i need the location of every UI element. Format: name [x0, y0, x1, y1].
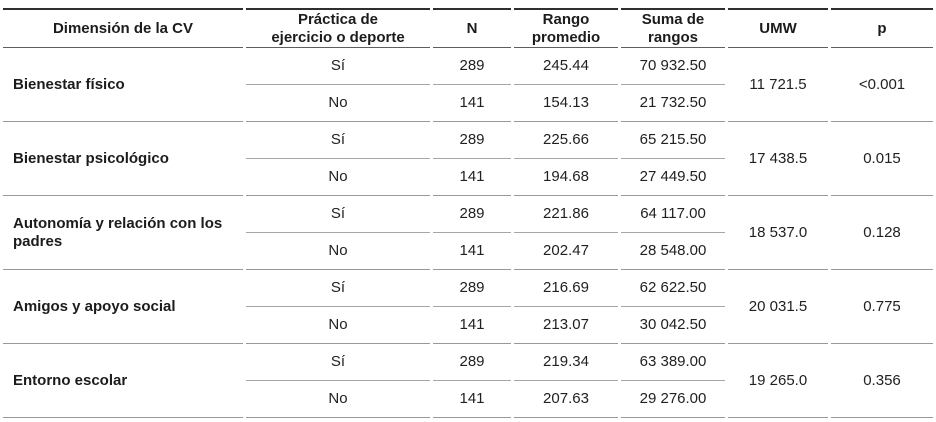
cell-n: 141: [433, 233, 511, 270]
col-header-mean-rank: Rango promedio: [514, 8, 618, 48]
cell-n: 289: [433, 122, 511, 159]
table-row: Entorno escolar Sí 289 219.34 63 389.00 …: [3, 344, 933, 418]
cell-sum-ranks: 30 042.50: [621, 307, 725, 344]
cell-sum-ranks: 64 117.00: [621, 196, 725, 233]
cell-practice: Sí: [246, 196, 430, 233]
cell-practice: No: [246, 85, 430, 122]
table-row: No 141 194.68 27 449.50: [3, 159, 933, 196]
cell-n: 141: [433, 381, 511, 418]
cell-p: 0.775: [831, 270, 933, 344]
cell-p: 0.015: [831, 122, 933, 196]
cell-practice: Sí: [246, 344, 430, 381]
cell-p: <0.001: [831, 48, 933, 122]
cell-sum-ranks: 29 276.00: [621, 381, 725, 418]
cell-n: 289: [433, 270, 511, 307]
cell-sum-ranks: 21 732.50: [621, 85, 725, 122]
cell-mean-rank: 154.13: [514, 85, 618, 122]
cell-mean-rank: 225.66: [514, 122, 618, 159]
table-row: No 141 213.07 30 042.50: [3, 307, 933, 344]
cell-practice: No: [246, 381, 430, 418]
cell-mean-rank: 219.34: [514, 344, 618, 381]
cell-practice: No: [246, 233, 430, 270]
table-row: Amigos y apoyo social Sí 289 216.69 62 6…: [3, 270, 933, 344]
cell-practice: No: [246, 159, 430, 196]
cell-sum-ranks: 62 622.50: [621, 270, 725, 307]
cell-mean-rank: 216.69: [514, 270, 618, 307]
table-row: Autonomía y relación con los padres Sí 2…: [3, 196, 933, 270]
cell-mean-rank: 194.68: [514, 159, 618, 196]
cell-n: 289: [433, 48, 511, 85]
col-header-umw: UMW: [728, 8, 828, 48]
cell-mean-rank: 213.07: [514, 307, 618, 344]
cell-dimension: Autonomía y relación con los padres: [3, 196, 243, 270]
cell-n: 289: [433, 196, 511, 233]
cell-dimension: Entorno escolar: [3, 344, 243, 418]
col-header-dimension: Dimensión de la CV: [3, 8, 243, 48]
cell-n: 141: [433, 307, 511, 344]
cell-umw: 17 438.5: [728, 122, 828, 196]
cell-sum-ranks: 65 215.50: [621, 122, 725, 159]
cell-umw: 19 265.0: [728, 344, 828, 418]
mann-whitney-results-table: Dimensión de la CV Práctica de ejercicio…: [0, 8, 936, 418]
cell-dimension: Amigos y apoyo social: [3, 270, 243, 344]
cell-practice: No: [246, 307, 430, 344]
cell-n: 289: [433, 344, 511, 381]
cell-umw: 11 721.5: [728, 48, 828, 122]
cell-umw: 18 537.0: [728, 196, 828, 270]
table-row: Bienestar físico Sí 289 245.44 70 932.50…: [3, 48, 933, 122]
cell-n: 141: [433, 85, 511, 122]
table-row: No 141 207.63 29 276.00: [3, 381, 933, 418]
cell-mean-rank: 207.63: [514, 381, 618, 418]
cell-sum-ranks: 27 449.50: [621, 159, 725, 196]
cell-n: 141: [433, 159, 511, 196]
col-header-n: N: [433, 8, 511, 48]
cell-practice: Sí: [246, 122, 430, 159]
cell-p: 0.356: [831, 344, 933, 418]
cell-mean-rank: 245.44: [514, 48, 618, 85]
cell-umw: 20 031.5: [728, 270, 828, 344]
cell-practice: Sí: [246, 48, 430, 85]
col-header-sum-ranks: Suma de rangos: [621, 8, 725, 48]
col-header-practice: Práctica de ejercicio o deporte: [246, 8, 430, 48]
table-row: No 141 154.13 21 732.50: [3, 85, 933, 122]
cell-mean-rank: 202.47: [514, 233, 618, 270]
cell-practice: Sí: [246, 270, 430, 307]
cell-mean-rank: 221.86: [514, 196, 618, 233]
cell-sum-ranks: 28 548.00: [621, 233, 725, 270]
table-row: No 141 202.47 28 548.00: [3, 233, 933, 270]
cell-dimension: Bienestar psicológico: [3, 122, 243, 196]
cell-p: 0.128: [831, 196, 933, 270]
cell-sum-ranks: 70 932.50: [621, 48, 725, 85]
col-header-p: p: [831, 8, 933, 48]
cell-sum-ranks: 63 389.00: [621, 344, 725, 381]
header-row: Dimensión de la CV Práctica de ejercicio…: [3, 8, 933, 48]
table-row: Bienestar psicológico Sí 289 225.66 65 2…: [3, 122, 933, 196]
cell-dimension: Bienestar físico: [3, 48, 243, 122]
